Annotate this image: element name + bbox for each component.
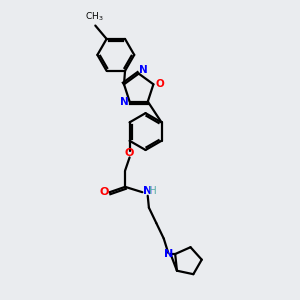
Text: N: N bbox=[120, 97, 129, 106]
Text: H: H bbox=[149, 186, 157, 196]
Text: O: O bbox=[156, 79, 164, 89]
Text: N: N bbox=[164, 249, 173, 259]
Text: CH$_3$: CH$_3$ bbox=[85, 11, 103, 23]
Text: N: N bbox=[139, 65, 148, 75]
Text: O: O bbox=[100, 187, 109, 197]
Text: N: N bbox=[143, 186, 152, 196]
Text: O: O bbox=[125, 148, 134, 158]
